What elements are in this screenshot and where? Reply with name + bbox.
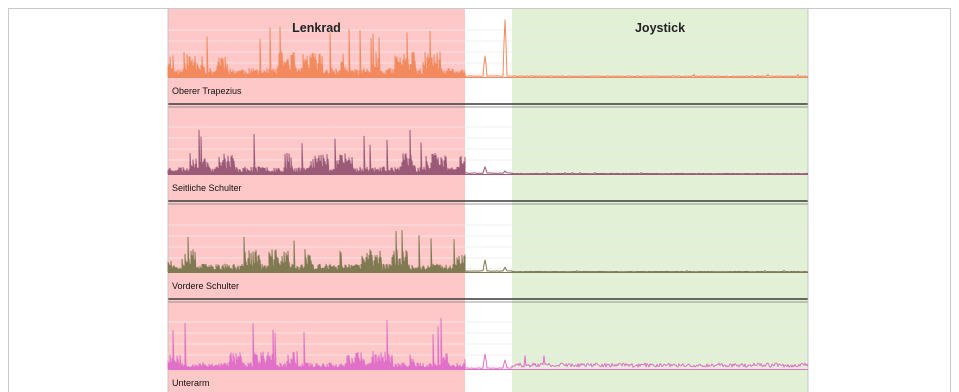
track-label-3: Vordere Schulter	[172, 281, 239, 291]
phase-title-3: Joystick	[635, 21, 685, 35]
figure-frame	[8, 8, 951, 392]
track-label-4: Unterarm	[172, 378, 210, 388]
phase-title-1: Lenkrad	[292, 21, 341, 35]
track-label-1: Oberer Trapezius	[172, 86, 242, 96]
track-label-2: Seitliche Schulter	[172, 183, 242, 193]
